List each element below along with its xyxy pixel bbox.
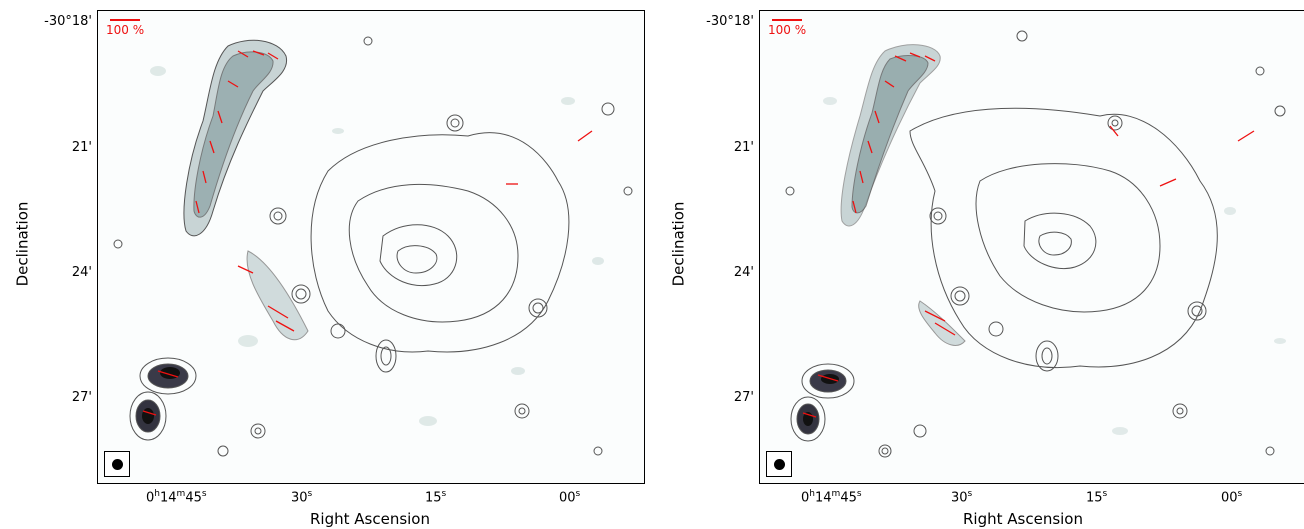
radio-map-right: 100 %: [759, 10, 1304, 484]
beam-indicator: [104, 451, 130, 477]
scale-bar-label: 100 %: [106, 23, 145, 37]
y-tick-label: 24': [733, 265, 754, 280]
x-tick-label: 30s: [951, 489, 973, 506]
x-tick-label: 0h14m45s: [801, 489, 862, 506]
y-tick-label: 27': [733, 390, 754, 405]
scale-bar-line: [110, 19, 140, 21]
x-tick-label: 15s: [1086, 489, 1108, 506]
scale-bar: 100 %: [106, 19, 144, 37]
x-tick-label: 00s: [559, 489, 581, 506]
beam-ellipse: [774, 459, 785, 470]
scale-bar-line: [772, 19, 802, 21]
left-panel: Declination -30°18' 21' 24' 27': [0, 0, 650, 529]
y-tick-label: 27': [71, 390, 92, 405]
x-tick-label: 0h14m45s: [146, 489, 207, 506]
y-tick-label: 21': [71, 140, 92, 155]
x-axis-label: Right Ascension: [310, 510, 430, 528]
y-tick-label: 24': [71, 265, 92, 280]
x-tick-label: 30s: [291, 489, 313, 506]
x-tick-label: 15s: [425, 489, 447, 506]
y-tick-label: 21': [733, 140, 754, 155]
x-axis-label: Right Ascension: [963, 510, 1083, 528]
radio-map-left: 100 %: [97, 10, 645, 484]
y-tick-label: -30°18': [706, 14, 754, 29]
y-tick-label: -30°18': [44, 14, 92, 29]
beam-ellipse: [112, 459, 123, 470]
contour-map: [785, 30, 1286, 458]
contour-map: [113, 36, 633, 457]
scale-bar-label: 100 %: [768, 23, 807, 37]
beam-indicator: [766, 451, 792, 477]
right-panel: Declination -30°18' 21' 24' 27': [656, 0, 1304, 529]
scale-bar: 100 %: [768, 19, 806, 37]
x-tick-label: 00s: [1221, 489, 1243, 506]
